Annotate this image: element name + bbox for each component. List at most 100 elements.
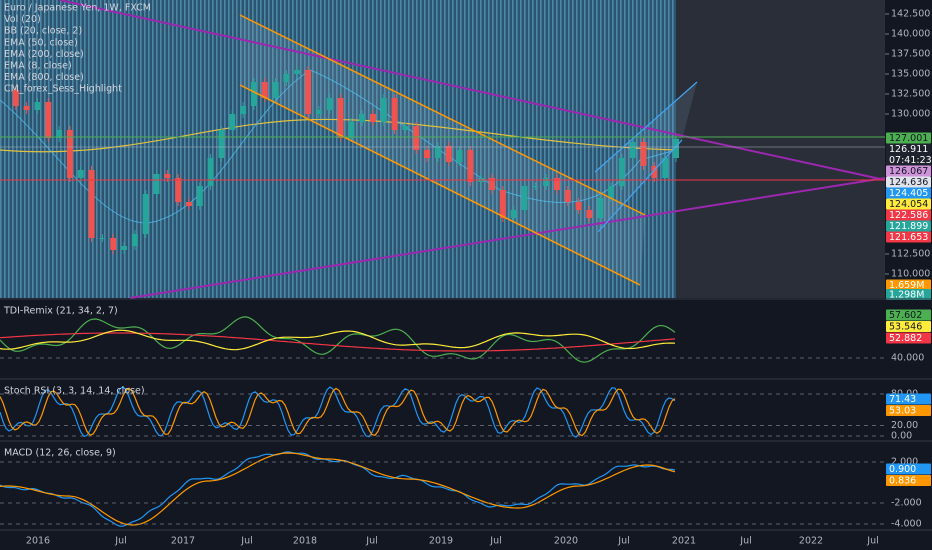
candle (142, 194, 149, 234)
candle (56, 130, 63, 138)
time-label: Jul (114, 536, 126, 547)
indicator-line (0, 387, 676, 437)
price-label: -4.000 (891, 519, 922, 530)
candle (77, 170, 84, 178)
candle (207, 158, 214, 186)
candle (12, 90, 19, 106)
price-tag (886, 165, 931, 177)
candle (521, 186, 528, 210)
countdown: 07:41:23 (889, 155, 932, 166)
price-label: 130.000 (891, 109, 930, 120)
indicator-line (0, 451, 676, 527)
candle (45, 102, 52, 138)
trend-line (594, 81, 698, 173)
candle (153, 174, 160, 194)
candle (337, 98, 344, 138)
candle (662, 158, 669, 178)
price-label: 20.00 (891, 420, 918, 431)
candle (88, 170, 95, 238)
candle (261, 82, 268, 98)
legend-item: EMA (200, close) (4, 49, 84, 60)
candle (66, 130, 73, 178)
price-tag-label: 0.836 (889, 476, 916, 487)
time-label: Jul (365, 536, 377, 547)
candle (489, 178, 496, 190)
legend-item: CM_forex_Sess_Highlight (4, 84, 122, 95)
time-label: Jul (866, 536, 878, 547)
candle (629, 142, 636, 158)
indicator-line (0, 329, 676, 351)
price-tag (886, 309, 931, 321)
candle (110, 238, 117, 250)
time-label: 2019 (429, 536, 453, 547)
price-axis (885, 0, 932, 530)
candle (99, 238, 106, 239)
indicator-line (0, 316, 676, 363)
legend-item: EMA (50, close) (4, 37, 78, 48)
price-tag-label: 121.899 (889, 221, 928, 232)
price-tag-label: 124.054 (889, 199, 928, 210)
candle (250, 82, 257, 106)
candle (185, 202, 192, 206)
price-tag (886, 198, 931, 210)
candle (196, 186, 203, 206)
time-label: 2017 (171, 536, 195, 547)
legend-item: BB (20, close, 2) (4, 26, 82, 37)
price-label: 135.000 (891, 69, 930, 80)
price-label: -2.000 (891, 498, 922, 509)
time-label: Jul (739, 536, 751, 547)
candle (369, 114, 376, 122)
candle (575, 202, 582, 210)
price-tag (886, 289, 931, 300)
price-label: 110.000 (891, 269, 930, 280)
candle (326, 98, 333, 110)
candle (510, 210, 517, 218)
time-label: 2021 (672, 536, 696, 547)
price-label: 132.500 (891, 89, 930, 100)
price-tag-label: 126.067 (889, 166, 928, 177)
price-label: 40.000 (891, 353, 924, 364)
candle (651, 166, 658, 178)
price-tag-label: 124.405 (889, 188, 928, 199)
candle (597, 198, 604, 218)
pane-label: Stoch RSI (3, 3, 14, 14, close) (4, 386, 145, 397)
price-tag (886, 231, 931, 243)
price-tag (886, 475, 931, 486)
candle (380, 98, 387, 122)
time-label: 2022 (799, 536, 823, 547)
price-tag (886, 143, 931, 155)
time-label: 2020 (554, 536, 578, 547)
price-tag (886, 220, 931, 232)
countdown-bg (886, 154, 931, 166)
trend-line (129, 177, 886, 299)
price-tag (886, 332, 931, 344)
candle (272, 82, 279, 98)
price-tag (886, 463, 931, 475)
price-tag (886, 187, 931, 199)
price-tag (886, 209, 931, 221)
indicator-line (0, 452, 676, 526)
trend-line (239, 84, 641, 286)
price-tag (886, 132, 931, 144)
price-tag-label: 52.882 (889, 333, 922, 344)
price-label: 0.00 (891, 431, 912, 442)
candle (673, 138, 679, 158)
price-tag-label: 71.43 (889, 394, 916, 405)
price-tag-label: 124.636 (889, 177, 928, 188)
candle (305, 70, 312, 114)
price-tag-label: 1.659M (889, 280, 924, 291)
price-label: 137.500 (891, 49, 930, 60)
candle (640, 142, 647, 166)
price-tag-label: 57.602 (889, 310, 922, 321)
candle (445, 146, 452, 162)
candle (499, 190, 506, 218)
time-label: Jul (240, 536, 252, 547)
price-tag (886, 176, 931, 188)
price-label: 2.000 (891, 457, 918, 468)
price-tag-label: 126.911 (889, 144, 928, 155)
price-tag (886, 405, 931, 416)
ema-line (0, 118, 677, 153)
candle (564, 190, 571, 202)
legend-item: Euro / Japanese Yen, 1W, FXCM (4, 3, 151, 14)
